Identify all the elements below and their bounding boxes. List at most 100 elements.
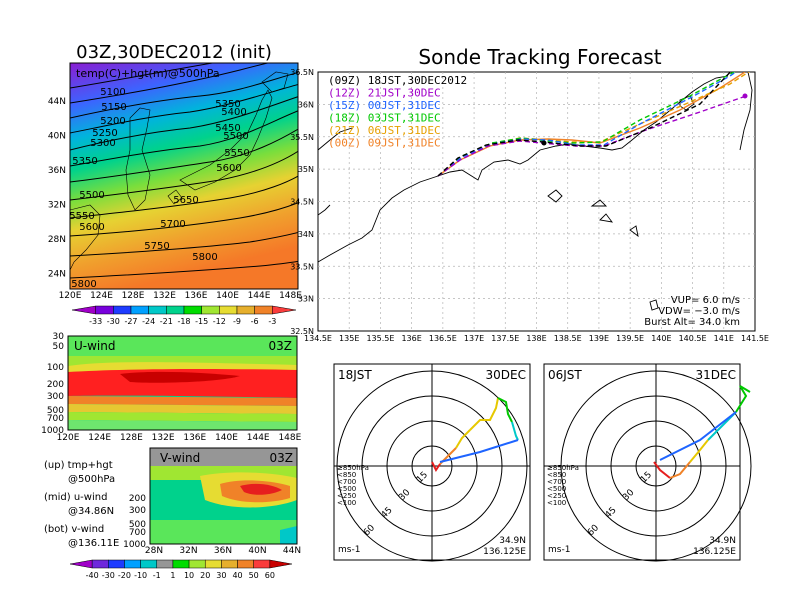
v-x-tick: 44N: [283, 546, 301, 556]
contour-label: 5800: [71, 279, 96, 290]
u-x-tick: 140E: [215, 433, 238, 443]
track-lon-tick: 134.5E: [304, 334, 332, 343]
colorbar-tick: -20: [118, 571, 131, 580]
colorbar-tick: -18: [177, 317, 190, 326]
track-param: VDW= −3.0 m/s: [658, 306, 740, 317]
track-lon-tick: 140.5E: [679, 334, 707, 343]
colorbar-tick: -24: [142, 317, 155, 326]
u-y-tick: 200: [47, 380, 64, 390]
track-lon-tick: 138E: [526, 334, 546, 343]
contour-label: 5500: [223, 131, 248, 142]
colorbar-swatch: [254, 305, 273, 315]
colorbar-swatch: [204, 559, 222, 569]
u-y-tick: 100: [47, 363, 64, 373]
colorbar-swatch: [237, 559, 254, 569]
hodo-time-label: 18JST: [338, 368, 372, 382]
upper-lon-ticks: 120E 124E 128E 132E 136E 140E 144E 148E: [59, 291, 303, 301]
contour-label: 5200: [100, 116, 125, 127]
contour-labels: 5100515052005250530053505500555056005650…: [69, 87, 249, 290]
u-x-tick: 136E: [183, 433, 206, 443]
lat-tick-label: 44N: [48, 97, 66, 107]
lat-tick-label: 36N: [48, 166, 66, 176]
hodo-legend-entry: <850: [337, 471, 356, 479]
u-y-tick: 30: [53, 332, 65, 342]
colorbar-swatch: [108, 559, 125, 569]
hodo-loc: 34.9N: [499, 536, 526, 546]
u-y-tick: 300: [47, 392, 64, 402]
colorbar-tick: -6: [251, 317, 259, 326]
sonde-tracks: [437, 72, 750, 177]
hodograph-trace-1: [431, 397, 519, 472]
u-x-tick: 124E: [88, 433, 111, 443]
colorbar-swatch: [172, 559, 190, 569]
hodo-legend-entry: <100: [547, 499, 566, 507]
contour-label: 5150: [101, 102, 126, 113]
track-legend-entry: (12Z) 21JST,30DEC: [328, 87, 441, 100]
contour-label: 5600: [79, 222, 104, 233]
v-y-tick: 700: [129, 528, 146, 538]
track-legend-entry: (21Z) 06JST,31DEC: [328, 124, 441, 137]
track-param: VUP= 6.0 m/s: [671, 295, 740, 306]
u-x-tick: 132E: [152, 433, 175, 443]
colorbar-swatch: [183, 305, 202, 315]
colorbar-swatch: [140, 559, 158, 569]
v-wind-label: V-wind: [160, 451, 200, 465]
contour-label: 5450: [215, 123, 240, 134]
colorbar-tick: -3: [268, 317, 276, 326]
main-title: Sonde Tracking Forecast: [418, 45, 661, 69]
contour-label: 5100: [100, 87, 125, 98]
contour-label: 5350: [215, 99, 240, 110]
track-legend-entry: (18Z) 03JST,31DEC: [328, 112, 441, 125]
contour-label: 5350: [72, 156, 97, 167]
v-wind-x-ticks: 28N 32N 36N 40N 44N: [145, 546, 301, 556]
v-wind-time: 03Z: [270, 451, 294, 465]
note-line: @34.86N: [68, 506, 114, 517]
colorbar-tick: 10: [184, 571, 194, 580]
lon-tick-label: 124E: [90, 291, 113, 301]
colorbar-swatch: [113, 305, 132, 315]
land-outline: [70, 71, 289, 271]
contour-label: 5700: [160, 219, 185, 230]
hodo-legend-entry: <700: [337, 478, 356, 486]
v-y-tick: 200: [129, 494, 146, 504]
note-line: (mid) u-wind: [44, 492, 107, 503]
hodo-legend-entry: <500: [337, 485, 356, 493]
contour-label: 5400: [221, 107, 246, 118]
colorbar-swatch: [236, 305, 255, 315]
lat-tick-label: 24N: [48, 270, 66, 280]
hodo-unit: ms-1: [548, 545, 570, 555]
track-lat-tick: 33.5N: [290, 262, 314, 271]
colorbar-tick: -21: [160, 317, 173, 326]
colorbar-tick: 60: [265, 571, 275, 580]
hodo-loc: 136.125E: [693, 547, 736, 557]
note-line: (up) tmp+hgt: [44, 460, 113, 471]
track-lon-tick: 139E: [589, 334, 609, 343]
u-y-tick: 1000: [41, 426, 64, 436]
u-y-tick: 500: [47, 406, 64, 416]
wind-colorbar: -40 -30 -20 -10 -1 1 10 20 30 40 50 60: [69, 559, 293, 580]
colorbar-tick: 1: [170, 571, 175, 580]
track-lon-tick: 140E: [651, 334, 671, 343]
colorbar-tick: -30: [107, 317, 120, 326]
track-lat-tick: 35N: [298, 165, 314, 174]
contour-label: 5500: [79, 190, 104, 201]
hodo-time-label: 06JST: [548, 368, 582, 382]
track-lon-tick: 137.5E: [491, 334, 519, 343]
colorbar-swatch: [272, 305, 297, 315]
hodo-legend-entry: <700: [547, 478, 566, 486]
colorbar-tick: -30: [102, 571, 115, 580]
track-grid: [318, 72, 755, 331]
upper-colorbar: -33 -30 -27 -24 -21 -18 -15 -12 -9 -6 -3: [71, 305, 297, 326]
colorbar-swatch: [219, 305, 238, 315]
track-map: (09Z) 18JST,30DEC2012(12Z) 21JST,30DEC(1…: [290, 68, 769, 343]
lon-tick-label: 128E: [122, 291, 145, 301]
colorbar-swatch: [201, 305, 220, 315]
note-line: @500hPa: [68, 474, 115, 485]
hodo-loc: 136.125E: [483, 547, 526, 557]
colorbar-swatch: [130, 305, 149, 315]
colorbar-swatch: [166, 305, 185, 315]
colorbar-tick: 20: [200, 571, 210, 580]
